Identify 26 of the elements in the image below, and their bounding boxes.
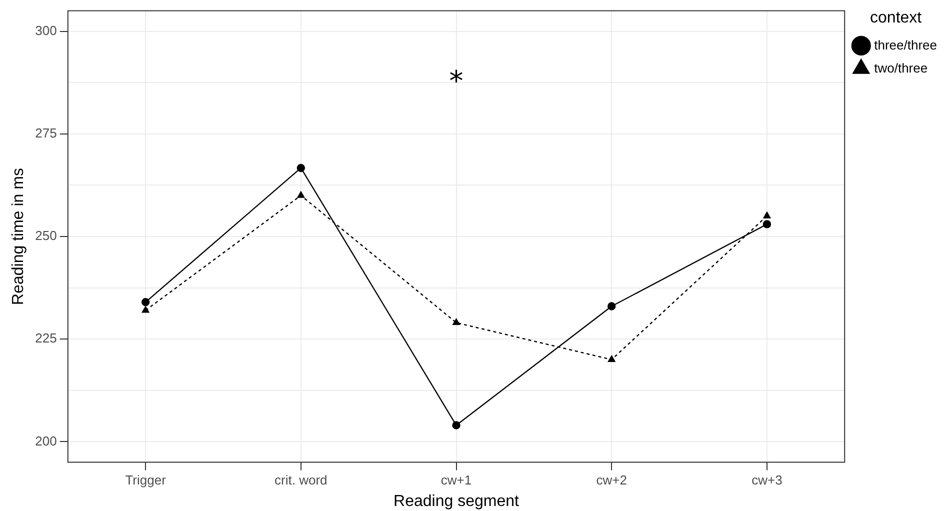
x-tick-label: cw+3	[752, 472, 782, 488]
point	[142, 306, 150, 313]
y-tick-label: 250	[35, 228, 57, 244]
point	[608, 356, 616, 362]
y-tick-label: 275	[35, 125, 57, 140]
x-tick-label: Trigger	[125, 472, 167, 488]
point	[452, 421, 460, 430]
y-tick-label: 300	[35, 22, 57, 38]
y-axis-title: Reading time in ms	[10, 168, 28, 305]
point	[297, 191, 305, 198]
point	[608, 302, 616, 310]
y-tick-label: 225	[35, 330, 57, 346]
legend-label: two/three	[874, 60, 928, 76]
point	[762, 220, 772, 228]
x-tick-label: crit. word	[274, 472, 328, 488]
annotation: *	[449, 64, 464, 98]
point	[763, 212, 771, 218]
point	[296, 164, 306, 172]
x-tick-label: cw+1	[440, 472, 472, 488]
point	[452, 318, 460, 326]
x-tick-label: cw+2	[596, 472, 627, 488]
x-axis-title: Reading segment	[394, 492, 520, 510]
point	[141, 298, 150, 306]
legend-label: three/three	[874, 37, 937, 52]
legend-title: context	[870, 9, 922, 26]
y-tick-label: 200	[35, 433, 57, 448]
